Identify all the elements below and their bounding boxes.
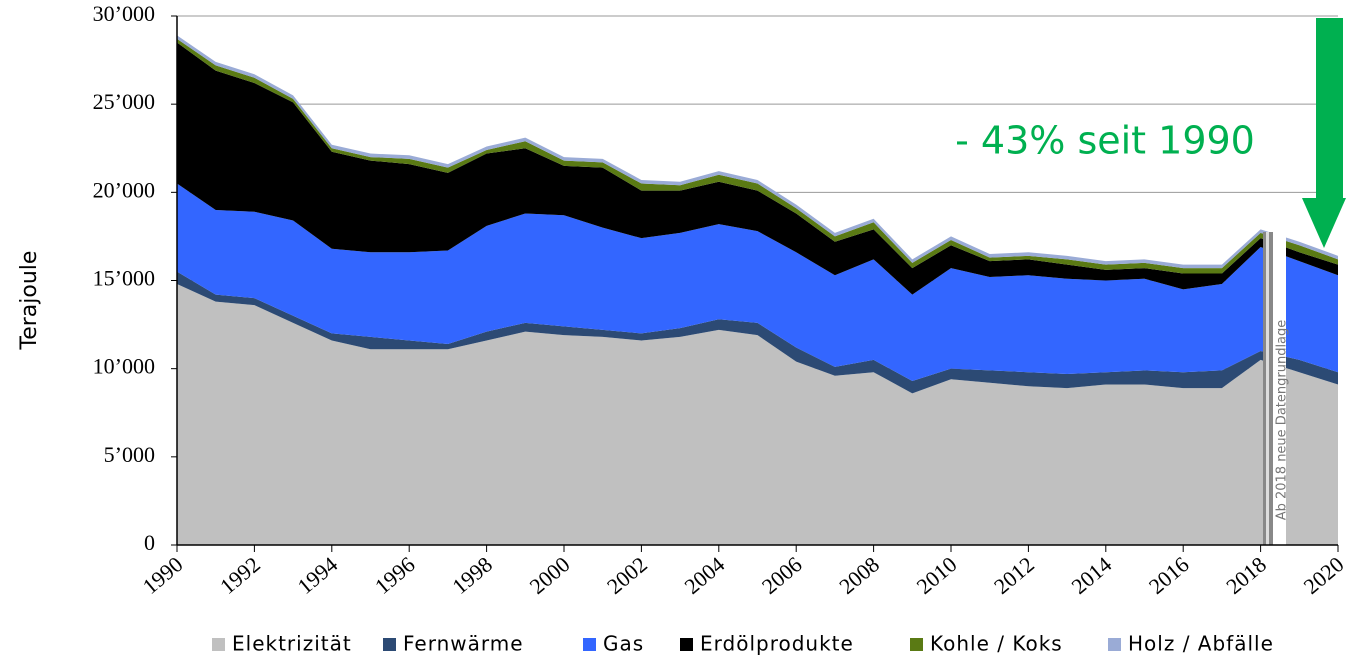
y-tick-label: 20’000	[93, 177, 155, 202]
x-tick-label: 2006	[757, 552, 807, 599]
data-break	[1263, 232, 1286, 545]
legend-swatch	[910, 638, 923, 651]
x-tick-label: 2018	[1221, 552, 1271, 599]
legend-swatch	[212, 638, 225, 651]
x-tick-label: 2014	[1066, 552, 1116, 599]
break-gap	[1273, 232, 1286, 545]
x-tick-label: 2010	[912, 552, 962, 599]
arrow-head	[1302, 198, 1346, 248]
x-tick-label: 1996	[370, 552, 420, 599]
legend-label: Fernwärme	[403, 632, 524, 656]
legend: Elektrizität Fernwärme Gas Erdölprodukte Koh…	[212, 632, 1274, 656]
note: Ab 2018 neue Datengrundlage	[1275, 320, 1290, 521]
x-tick-label: 2004	[679, 552, 729, 599]
areas	[177, 35, 1338, 545]
x-tick-label: 1994	[292, 552, 342, 599]
y-tick-label: 5’000	[104, 442, 155, 467]
y-tick-label: 30’000	[93, 1, 155, 26]
area	[177, 271, 1338, 394]
legend-label: Erdölprodukte	[700, 632, 854, 656]
x-tick-label: 2012	[989, 552, 1039, 599]
x-tick-label: 1998	[447, 552, 497, 599]
x-tick-label: 2008	[834, 552, 884, 599]
y-tick-label: 25’000	[93, 89, 155, 114]
legend-label: Kohle / Koks	[930, 632, 1063, 656]
legend-swatch	[1108, 638, 1121, 651]
x-tick-label: 1990	[138, 552, 188, 599]
legend-swatch	[383, 638, 396, 651]
area	[177, 183, 1338, 382]
area	[177, 284, 1338, 545]
legend-label: Holz / Abfälle	[1128, 632, 1274, 656]
x-tick-label: 2016	[1144, 552, 1194, 599]
annotation: - 43% seit 1990	[955, 119, 1255, 163]
legend-swatch	[680, 638, 693, 651]
y-tick-label: 10’000	[93, 354, 155, 379]
break-bar-light	[1266, 232, 1269, 545]
x-tick-label: 2000	[525, 552, 575, 599]
y-tick-label: 15’000	[93, 266, 155, 291]
arrow-shaft	[1316, 18, 1343, 198]
y-axis-label: Terajoule	[17, 251, 42, 351]
legend-swatch	[583, 638, 596, 651]
y-tick-label: 0	[144, 530, 155, 555]
legend-label: Elektrizität	[232, 632, 352, 656]
arrow	[1302, 18, 1346, 248]
legend-label: Gas	[603, 632, 644, 656]
x-tick-label: 1992	[215, 552, 265, 599]
x-tick-label: 2002	[602, 552, 652, 599]
area	[177, 42, 1338, 295]
x-tick-label: 2020	[1299, 552, 1347, 599]
